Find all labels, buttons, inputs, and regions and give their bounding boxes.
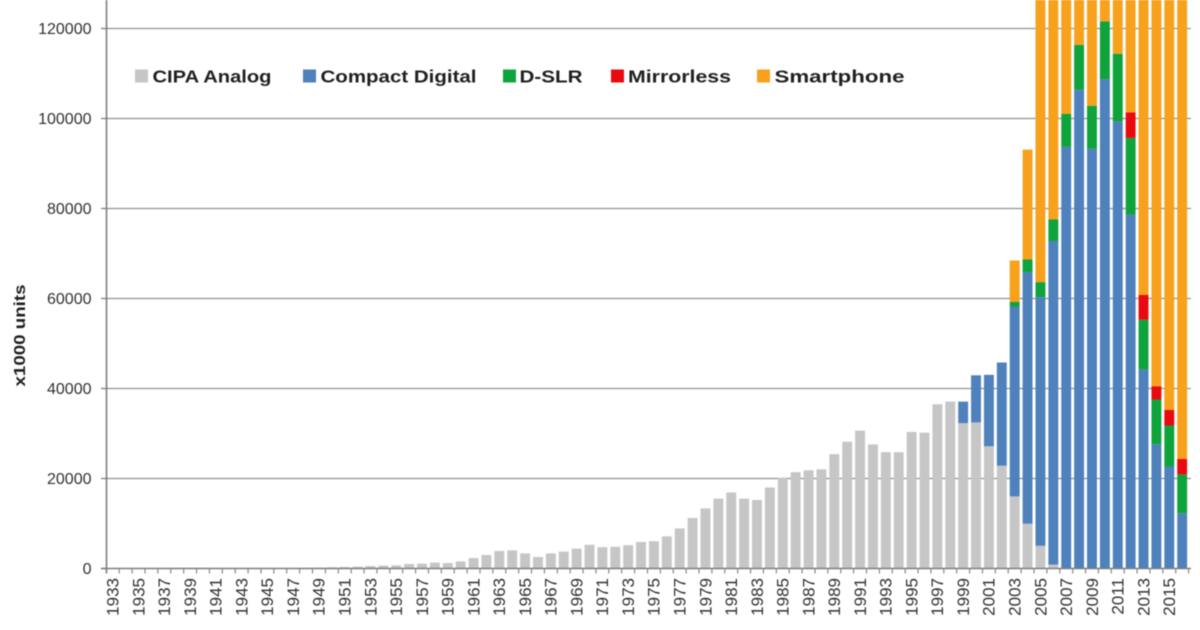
- svg-text:Smartphone: Smartphone: [775, 67, 905, 87]
- svg-text:1933: 1933: [104, 578, 123, 616]
- svg-text:1947: 1947: [284, 578, 303, 616]
- svg-text:1971: 1971: [593, 578, 612, 616]
- svg-text:2009: 2009: [1083, 578, 1102, 616]
- svg-text:1999: 1999: [954, 578, 973, 616]
- svg-text:1941: 1941: [207, 578, 226, 616]
- svg-text:1975: 1975: [645, 578, 664, 616]
- svg-text:1965: 1965: [516, 578, 535, 616]
- svg-text:1969: 1969: [567, 578, 586, 616]
- svg-text:Compact Digital: Compact Digital: [321, 67, 477, 87]
- svg-text:1943: 1943: [232, 578, 251, 616]
- svg-text:1937: 1937: [155, 578, 174, 616]
- svg-text:1991: 1991: [851, 578, 870, 616]
- svg-text:2007: 2007: [1057, 578, 1076, 616]
- svg-text:20000: 20000: [47, 471, 92, 488]
- svg-text:2003: 2003: [1005, 578, 1024, 616]
- svg-text:1979: 1979: [696, 578, 715, 616]
- svg-text:1957: 1957: [413, 578, 432, 616]
- svg-text:60000: 60000: [47, 291, 92, 308]
- svg-text:120000: 120000: [38, 21, 91, 38]
- svg-text:2015: 2015: [1160, 578, 1179, 616]
- svg-text:1951: 1951: [336, 578, 355, 616]
- svg-text:1939: 1939: [181, 578, 200, 616]
- svg-text:1967: 1967: [542, 578, 561, 616]
- svg-text:1961: 1961: [464, 578, 483, 616]
- svg-text:CIPA Analog: CIPA Analog: [153, 67, 272, 87]
- svg-text:1989: 1989: [825, 578, 844, 616]
- svg-text:1995: 1995: [902, 578, 921, 616]
- svg-text:0: 0: [83, 561, 92, 578]
- svg-text:1953: 1953: [361, 578, 380, 616]
- svg-text:1949: 1949: [310, 578, 329, 616]
- svg-text:80000: 80000: [47, 201, 92, 218]
- svg-text:1973: 1973: [619, 578, 638, 616]
- svg-text:1959: 1959: [439, 578, 458, 616]
- svg-text:2005: 2005: [1031, 578, 1050, 616]
- svg-text:1993: 1993: [877, 578, 896, 616]
- svg-text:2001: 2001: [980, 578, 999, 616]
- svg-text:100000: 100000: [38, 111, 91, 128]
- svg-text:D-SLR: D-SLR: [520, 67, 583, 87]
- svg-text:1963: 1963: [490, 578, 509, 616]
- svg-text:1981: 1981: [722, 578, 741, 616]
- svg-text:1945: 1945: [258, 578, 277, 616]
- svg-text:1977: 1977: [671, 578, 690, 616]
- svg-text:x1000 units: x1000 units: [12, 284, 29, 386]
- svg-text:1935: 1935: [129, 578, 148, 616]
- svg-text:1985: 1985: [774, 578, 793, 616]
- svg-text:1987: 1987: [799, 578, 818, 616]
- svg-text:40000: 40000: [47, 381, 92, 398]
- svg-text:1997: 1997: [928, 578, 947, 616]
- svg-text:1955: 1955: [387, 578, 406, 616]
- svg-text:2011: 2011: [1109, 578, 1128, 615]
- svg-text:Mirrorless: Mirrorless: [628, 67, 731, 87]
- svg-text:1983: 1983: [748, 578, 767, 616]
- svg-text:2013: 2013: [1134, 578, 1153, 616]
